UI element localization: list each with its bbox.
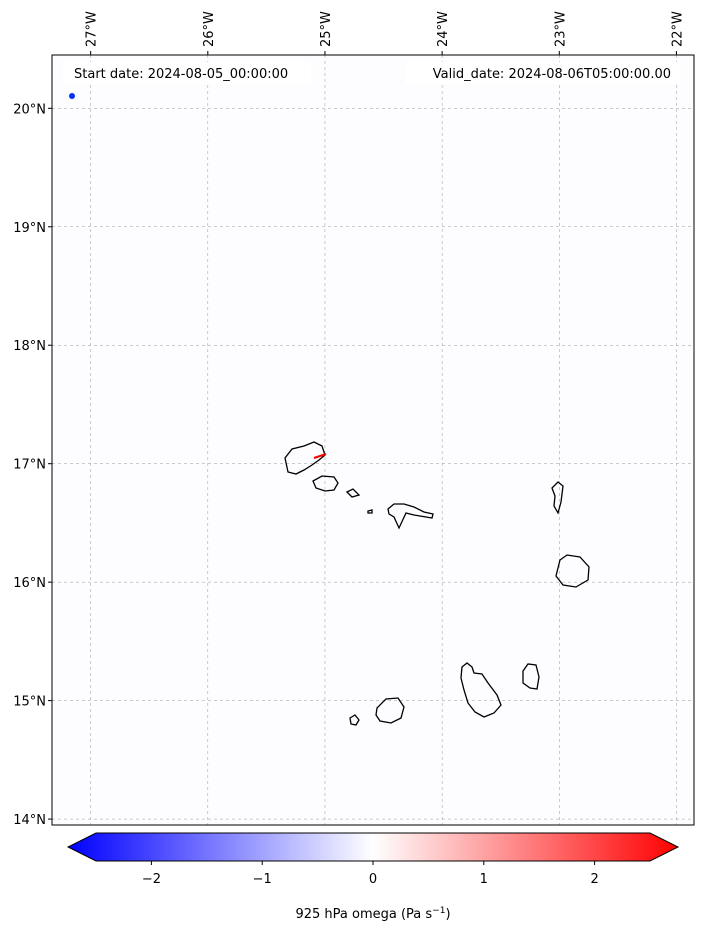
omega-hotspot	[313, 453, 327, 459]
colorbar-tick-label: 2	[590, 872, 598, 887]
island-sao-nicolau	[387, 503, 434, 530]
gridlines	[52, 55, 694, 825]
lon-tick-label: 27°W	[85, 11, 100, 47]
colorbar-tick-label: −2	[142, 872, 161, 887]
lon-tick-label: 26°W	[202, 11, 217, 47]
lat-tick-label: 16°N	[13, 576, 46, 591]
omega-field	[52, 55, 694, 825]
longitude-axis: 27°W 26°W 25°W 24°W 23°W 22°W	[85, 11, 685, 55]
colorbar-tick-label: 0	[369, 872, 377, 887]
island-sal	[551, 481, 564, 515]
island-branco	[367, 509, 373, 514]
lon-tick-label: 24°W	[436, 11, 451, 47]
map-panel: Start date: 2024-08-05_00:00:00 Valid_da…	[51, 54, 695, 826]
island-boa-vista	[555, 554, 590, 588]
colorbar-label: 925 hPa omega (Pa s−1)	[295, 906, 450, 922]
lon-tick-label: 22°W	[670, 11, 685, 47]
island-sao-vicente	[312, 475, 339, 492]
colorbar-ticks: −2 −1 0 1 2	[142, 861, 599, 887]
colorbar-tick-label: 1	[480, 872, 488, 887]
start-date-box	[63, 62, 311, 84]
lon-tick-label: 23°W	[553, 11, 568, 47]
valid-date-label: Valid_date: 2024-08-06T05:00:00.00	[433, 67, 671, 82]
island-maio	[522, 663, 540, 690]
island-santa-luzia	[345, 488, 361, 498]
lat-tick-label: 15°N	[13, 695, 46, 710]
colorbar-tick-label: −1	[253, 872, 272, 887]
island-fogo	[375, 697, 405, 724]
island-santo-antao	[284, 441, 326, 475]
island-brava	[349, 714, 360, 726]
valid-date-box	[405, 62, 680, 84]
lat-tick-label: 14°N	[13, 813, 46, 828]
lat-tick-label: 18°N	[13, 339, 46, 354]
colorbar: −2 −1 0 1 2 925 hPa omega (Pa s−1)	[66, 832, 680, 922]
latitude-axis: 20°N 19°N 18°N 17°N 16°N 15°N 14°N	[13, 102, 52, 828]
lat-tick-label: 20°N	[13, 102, 46, 117]
coastlines	[284, 441, 590, 726]
lat-tick-label: 17°N	[13, 458, 46, 473]
omega-hotspot-corner	[69, 93, 75, 99]
start-date-label: Start date: 2024-08-05_00:00:00	[74, 67, 288, 82]
lat-tick-label: 19°N	[13, 221, 46, 236]
island-santiago	[460, 662, 502, 718]
colorbar-scale	[66, 832, 680, 862]
lon-tick-label: 25°W	[319, 11, 334, 47]
map-frame	[51, 54, 695, 826]
